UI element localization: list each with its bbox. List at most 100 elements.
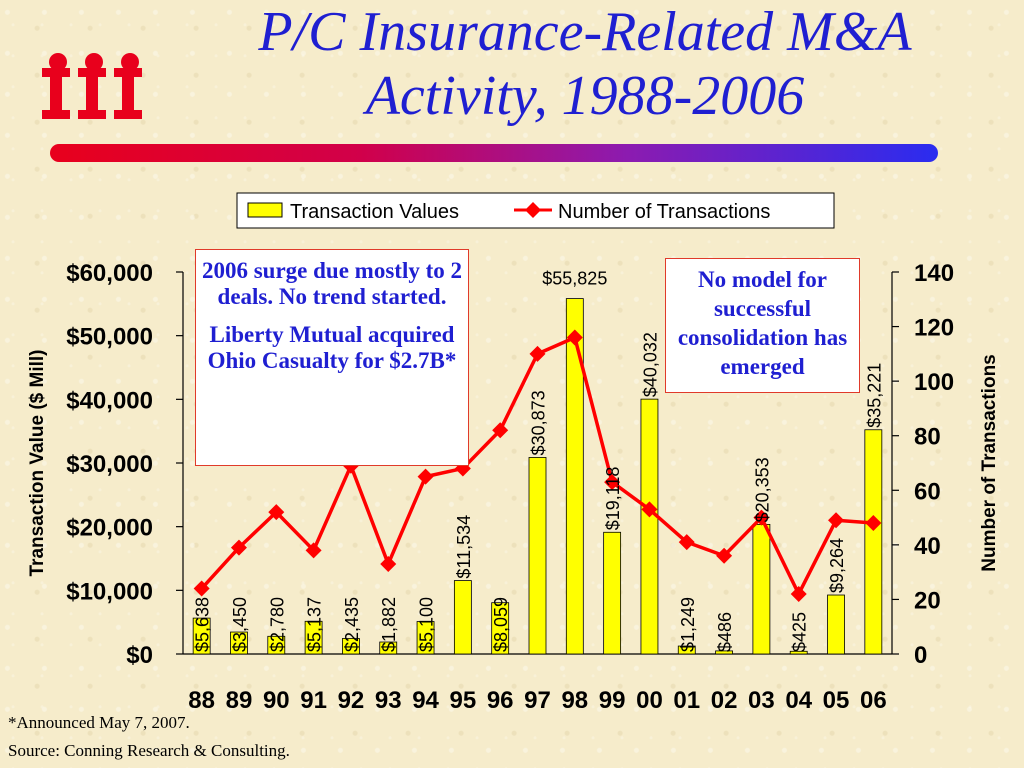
transactions-marker-99 <box>604 474 621 491</box>
note-no-model: No model for successful consolidation ha… <box>665 258 860 393</box>
y-tick-label: $40,000 <box>66 387 153 414</box>
bar-98 <box>565 298 584 655</box>
bar-97 <box>528 457 547 655</box>
note-2006-surge: 2006 surge due mostly to 2 deals. No tre… <box>195 249 469 466</box>
bar-value-label: $1,882 <box>379 597 399 652</box>
x-tick-label: 02 <box>711 687 738 714</box>
y2-tick-label: 40 <box>914 533 941 560</box>
transactions-marker-90 <box>268 504 285 521</box>
transactions-marker-88 <box>193 580 210 597</box>
y2-tick-label: 140 <box>914 260 954 287</box>
y2-tick-label: 20 <box>914 587 941 614</box>
bar-value-label: $9,264 <box>827 538 847 593</box>
y2-tick-label: 0 <box>914 642 927 669</box>
legend-label-count: Number of Transactions <box>558 201 770 223</box>
x-tick-label: 04 <box>785 687 812 714</box>
bar-data-labels: $5,638 $3,450 $2,780 $5,137 $2,435 $1,882 $5,1… <box>193 269 885 652</box>
bar-88 <box>192 617 211 655</box>
x-tick-label: 97 <box>524 687 551 714</box>
bar-04 <box>789 650 808 655</box>
y-tick-label: $10,000 <box>66 578 153 605</box>
bar-99 <box>603 531 622 655</box>
y2-tick-label: 80 <box>914 424 941 451</box>
transactions-marker-98 <box>566 329 583 346</box>
x-tick-label: 88 <box>188 687 215 714</box>
y-tick-label: $60,000 <box>66 260 153 287</box>
y2-tick-label: 60 <box>914 478 941 505</box>
transactions-marker-91 <box>305 542 322 559</box>
x-tick-label: 93 <box>375 687 402 714</box>
y-tick-label: $20,000 <box>66 515 153 542</box>
bar-92 <box>342 638 360 655</box>
bar-value-label: $35,221 <box>864 363 884 428</box>
bar-06 <box>864 429 883 655</box>
bar-value-label: $19,118 <box>603 467 623 531</box>
y-tick-label: $30,000 <box>66 451 153 478</box>
note-left-paragraph-1: 2006 surge due mostly to 2 deals. No tre… <box>201 258 463 309</box>
bar-94 <box>416 621 435 655</box>
y2-axis-title: Number of Transactions <box>979 354 1000 572</box>
x-tick-label: 91 <box>300 687 327 714</box>
bar-01 <box>677 645 696 655</box>
transactions-marker-89 <box>230 539 247 556</box>
bar-value-label: $5,100 <box>417 597 437 652</box>
bar-value-label: $5,638 <box>193 597 213 652</box>
bar-series <box>192 298 883 655</box>
bar-89 <box>230 631 248 655</box>
x-tick-label: 96 <box>487 687 514 714</box>
x-tick-label: 90 <box>263 687 290 714</box>
bar-value-label: $2,435 <box>342 597 362 652</box>
bar-05 <box>827 594 845 655</box>
transactions-marker-06 <box>865 515 882 532</box>
x-tick-label: 06 <box>860 687 887 714</box>
bar-value-label: $8,059 <box>491 597 511 652</box>
slide-title-line2: Activity, 1988-2006 <box>365 65 805 127</box>
title-rule-bar <box>50 144 938 162</box>
y-axis-title: Transaction Value ($ Mill) <box>27 349 48 576</box>
x-tick-label: 99 <box>599 687 626 714</box>
legend-swatch-bar <box>247 202 283 218</box>
bar-91 <box>304 620 323 655</box>
y-tick-label: $0 <box>126 642 153 669</box>
transactions-marker-96 <box>492 422 509 439</box>
bar-value-label: $1,249 <box>678 597 698 652</box>
bar-value-label: $30,873 <box>529 390 549 455</box>
x-tick-labels: 88 89 90 91 92 93 94 95 96 97 98 99 00 01 02 03 04 05 06 <box>188 687 886 714</box>
legend-swatch-marker <box>525 202 541 218</box>
bar-value-label: $20,353 <box>752 457 772 522</box>
footnote-announced: *Announced May 7, 2007. <box>8 713 190 732</box>
y2-tick-label: 100 <box>914 369 954 396</box>
x-tick-label: 00 <box>636 687 663 714</box>
transactions-marker-03 <box>753 509 770 526</box>
chart-axes: $0 $10,000 $20,000 $30,000 $40,000 $50,000 $60… <box>66 260 954 669</box>
bar-value-label: $3,450 <box>230 597 250 652</box>
bar-value-label: $425 <box>790 612 810 652</box>
note-left-paragraph-2: Liberty Mutual acquired Ohio Casualty fo… <box>207 322 457 373</box>
bar-95 <box>453 580 472 655</box>
bar-93 <box>379 641 398 655</box>
x-tick-label: 03 <box>748 687 775 714</box>
bar-00 <box>640 398 659 655</box>
transactions-marker-94 <box>417 468 434 485</box>
footnote-source: Source: Conning Research & Consulting. <box>8 741 290 760</box>
bar-value-label: $55,825 <box>542 269 607 289</box>
bar-90 <box>267 635 286 655</box>
transactions-marker-04 <box>790 585 807 602</box>
x-tick-label: 94 <box>412 687 439 714</box>
bar-value-label: $11,534 <box>454 515 474 579</box>
y2-tick-label: 120 <box>914 315 954 342</box>
x-tick-label: 98 <box>561 687 588 714</box>
legend-label-values: Transaction Values <box>290 201 459 223</box>
x-tick-label: 01 <box>673 687 700 714</box>
transactions-marker-93 <box>380 555 397 572</box>
x-tick-label: 89 <box>226 687 253 714</box>
transactions-marker-05 <box>828 512 845 529</box>
chart-legend: Transaction Values Number of Transaction… <box>236 192 835 229</box>
y-tick-label: $50,000 <box>66 324 153 351</box>
bar-value-label: $40,032 <box>640 332 660 397</box>
slide-title: P/C Insurance-Related M&A Activity, 1988… <box>150 0 1020 128</box>
x-tick-label: 95 <box>450 687 477 714</box>
transactions-marker-00 <box>641 501 658 518</box>
iii-logo-icon <box>42 53 142 119</box>
